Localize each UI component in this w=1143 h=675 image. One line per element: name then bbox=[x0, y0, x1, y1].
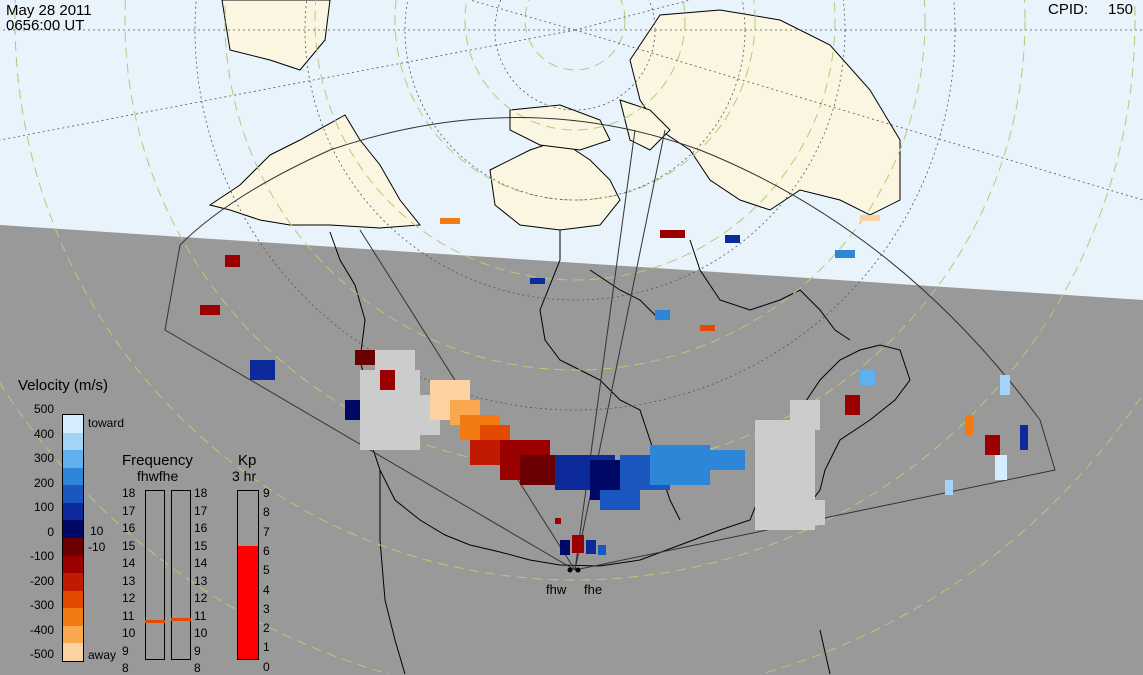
velocity-color-step bbox=[63, 538, 83, 557]
frequency-tick-right: 11 bbox=[194, 608, 207, 623]
cpid-label: CPID: bbox=[1048, 1, 1089, 18]
kp-tick-label: 0 bbox=[263, 659, 270, 674]
frequency-tick-right: 10 bbox=[194, 626, 208, 640]
velocity-color-step bbox=[63, 485, 83, 504]
velocity-echoes-away bbox=[200, 215, 1000, 485]
date-label: May 28 2011 bbox=[6, 2, 92, 19]
land-nightside bbox=[329, 230, 911, 674]
frequency-tick-right: 15 bbox=[194, 538, 208, 553]
kp-tick-label: 3 bbox=[263, 601, 270, 616]
frequency-tick-right: 14 bbox=[194, 556, 208, 570]
frequency-tick-left: 15 bbox=[122, 538, 136, 553]
frequency-marker-fhw bbox=[145, 620, 165, 623]
cpid-value: 150 bbox=[1108, 1, 1134, 18]
velocity-tick-label: -300 bbox=[29, 598, 54, 612]
kp-title: Kp bbox=[238, 452, 257, 469]
ground-scatter bbox=[360, 350, 825, 530]
kp-fill bbox=[238, 546, 258, 659]
kp-bar bbox=[237, 490, 259, 660]
frequency-tick-left: 10 bbox=[122, 626, 136, 640]
velocity-color-step bbox=[63, 520, 83, 539]
radar-label-fhe: fhe bbox=[584, 582, 603, 597]
velocity-tick-label: 400 bbox=[33, 426, 54, 441]
velocity-colorbar bbox=[62, 414, 84, 662]
frequency-tick-left: 18 bbox=[122, 486, 136, 500]
frequency-radars: fhwfhe bbox=[137, 468, 179, 484]
velocity-color-step bbox=[63, 608, 83, 627]
frequency-tick-right: 8 bbox=[194, 661, 201, 675]
frequency-tick-left: 13 bbox=[122, 573, 136, 588]
frequency-tick-left: 17 bbox=[122, 503, 136, 518]
velocity-color-step bbox=[63, 502, 83, 521]
velocity-toward-label: toward bbox=[88, 416, 125, 430]
frequency-tick-right: 16 bbox=[194, 521, 208, 535]
velocity-legend-title: Velocity (m/s) bbox=[18, 377, 109, 394]
radar-site-fhw bbox=[567, 567, 573, 573]
frequency-tick-left: 14 bbox=[122, 556, 136, 570]
frequency-bar-fhe bbox=[171, 490, 191, 660]
velocity-tick-label: 100 bbox=[33, 500, 54, 514]
kp-tick-label: 6 bbox=[263, 543, 270, 558]
velocity-color-step bbox=[63, 432, 83, 451]
velocity-tick-label: 300 bbox=[33, 451, 54, 465]
frequency-marker-fhe bbox=[171, 618, 191, 621]
radar-site-fhe bbox=[575, 567, 581, 573]
kp-tick-label: 7 bbox=[263, 524, 270, 539]
frequency-bar-fhw bbox=[145, 490, 165, 660]
geographic-grid bbox=[0, 0, 1143, 411]
velocity-color-step bbox=[63, 625, 83, 644]
velocity-color-step bbox=[63, 573, 83, 592]
frequency-tick-right: 18 bbox=[194, 486, 208, 500]
velocity-away-label: away bbox=[88, 648, 117, 662]
kp-tick-label: 2 bbox=[263, 621, 270, 636]
velocity-color-step bbox=[63, 643, 83, 662]
velocity-tick-label: -400 bbox=[29, 622, 54, 637]
velocity-color-step bbox=[63, 415, 83, 434]
kp-tick-label: 1 bbox=[263, 640, 270, 655]
velocity-threshold-pos: 10 bbox=[90, 524, 104, 538]
radar-label-fhw: fhw bbox=[546, 582, 567, 597]
velocity-threshold-neg: -10 bbox=[88, 540, 106, 554]
frequency-tick-left: 12 bbox=[122, 591, 136, 605]
velocity-tick-label: 500 bbox=[33, 402, 54, 416]
velocity-tick-label: 0 bbox=[47, 524, 54, 539]
frequency-tick-left: 9 bbox=[122, 643, 129, 658]
frequency-tick-right: 17 bbox=[194, 503, 208, 518]
night-region bbox=[0, 225, 1143, 674]
velocity-tick-label: -500 bbox=[29, 647, 54, 661]
velocity-color-step bbox=[63, 590, 83, 609]
frequency-tick-right: 9 bbox=[194, 643, 201, 658]
near-radar-echoes bbox=[555, 518, 606, 555]
frequency-tick-left: 16 bbox=[122, 521, 136, 535]
frequency-tick-left: 8 bbox=[122, 661, 129, 675]
velocity-color-step bbox=[63, 555, 83, 574]
frequency-title: Frequency bbox=[122, 452, 193, 469]
velocity-color-step bbox=[63, 467, 83, 486]
land-dayside bbox=[208, 0, 901, 231]
velocity-tick-label: 200 bbox=[33, 475, 54, 490]
velocity-echoes-toward bbox=[250, 235, 1028, 510]
kp-tick-label: 4 bbox=[263, 582, 270, 597]
frequency-tick-left: 11 bbox=[122, 608, 135, 623]
kp-tick-label: 5 bbox=[263, 563, 270, 578]
kp-tick-label: 9 bbox=[263, 486, 270, 500]
kp-subtitle: 3 hr bbox=[232, 468, 257, 484]
velocity-tick-label: -200 bbox=[29, 573, 54, 588]
frequency-tick-right: 12 bbox=[194, 591, 208, 605]
velocity-color-step bbox=[63, 450, 83, 469]
velocity-tick-label: -100 bbox=[29, 549, 54, 563]
frequency-tick-right: 13 bbox=[194, 573, 208, 588]
kp-tick-label: 8 bbox=[263, 505, 270, 520]
time-label: 0656:00 UT bbox=[6, 17, 85, 34]
